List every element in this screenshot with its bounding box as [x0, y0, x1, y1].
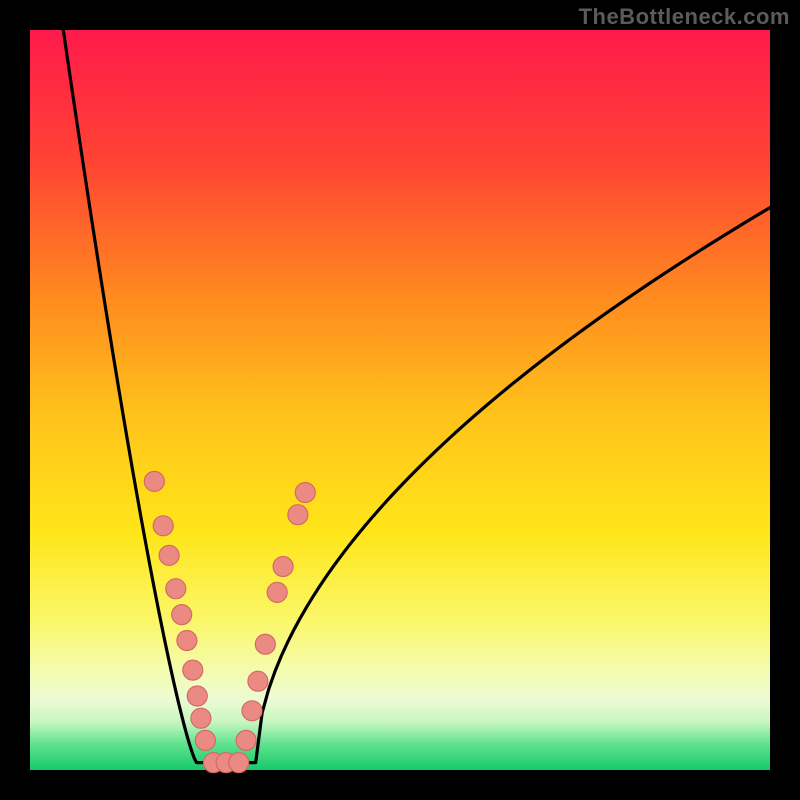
- marker-point: [229, 753, 249, 773]
- marker-point: [295, 483, 315, 503]
- marker-point: [242, 701, 262, 721]
- marker-point: [255, 634, 275, 654]
- marker-point: [166, 579, 186, 599]
- marker-point: [248, 671, 268, 691]
- marker-point: [177, 631, 197, 651]
- plot-area: [30, 30, 770, 770]
- marker-point: [159, 545, 179, 565]
- marker-point: [191, 708, 211, 728]
- marker-point: [267, 582, 287, 602]
- marker-point: [183, 660, 203, 680]
- marker-point: [144, 471, 164, 491]
- marker-point: [153, 516, 173, 536]
- marker-point: [195, 730, 215, 750]
- marker-point: [236, 730, 256, 750]
- marker-point: [288, 505, 308, 525]
- chart-stage: TheBottleneck.com: [0, 0, 800, 800]
- marker-point: [187, 686, 207, 706]
- marker-point: [172, 605, 192, 625]
- bottleneck-chart-svg: [0, 0, 800, 800]
- marker-point: [273, 557, 293, 577]
